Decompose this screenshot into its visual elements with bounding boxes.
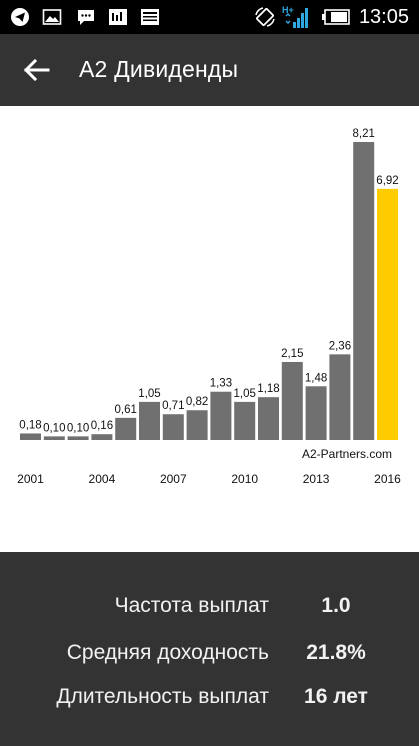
signal-icon: H+ [282, 5, 308, 28]
svg-text:H+: H+ [282, 5, 294, 15]
value-label-2010: 1,05 [234, 388, 256, 400]
stat-label: Длительность выплат [56, 685, 269, 708]
value-label-2011: 1,18 [257, 383, 279, 395]
value-label-2015: 8,21 [353, 128, 375, 140]
value-label-2008: 0,82 [186, 396, 208, 408]
value-label-2001: 0,18 [19, 419, 41, 431]
value-label-2009: 1,33 [210, 378, 232, 390]
chat-icon [78, 10, 94, 25]
value-label-2004: 0,16 [91, 420, 113, 432]
x-tick-2016: 2016 [374, 472, 401, 486]
bar-2003 [67, 436, 89, 440]
stats-panel: Частота выплат 1.0 Средняя доходность 21… [0, 552, 419, 746]
bar-2014 [329, 354, 351, 440]
value-label-2016: 6,92 [376, 175, 398, 187]
stat-value: 16 лет [304, 685, 368, 708]
invest-app-icon [109, 9, 127, 25]
x-tick-2013: 2013 [303, 472, 330, 486]
bar-2006 [139, 401, 160, 440]
arrow-left-icon [23, 58, 50, 82]
stat-value: 21.8% [306, 641, 366, 664]
bar-2008 [186, 410, 208, 440]
stat-row-duration: Длительность выплат 16 лет [0, 685, 419, 719]
value-label-2013: 1,48 [305, 372, 327, 384]
value-label-2005: 0,61 [115, 404, 137, 416]
stat-label: Средняя доходность [66, 641, 269, 664]
bar-2004 [91, 434, 113, 440]
watermark-label: A2-Partners.com [302, 447, 392, 461]
value-label-2012: 2,15 [281, 348, 303, 360]
bar-2016 [377, 188, 398, 440]
back-button[interactable] [14, 48, 58, 92]
value-label-2007: 0,71 [162, 400, 184, 412]
value-label-2014: 2,36 [329, 340, 351, 352]
value-label-2002: 0,10 [43, 422, 65, 434]
app-bar: A2 Дивиденды [0, 34, 419, 106]
bar-2005 [115, 417, 137, 440]
gallery-icon [42, 9, 62, 25]
x-tick-2001: 2001 [17, 472, 44, 486]
bar-2001 [20, 433, 41, 440]
bar-2007 [162, 414, 184, 440]
bar-2013 [305, 386, 327, 440]
stat-row-average-yield: Средняя доходность 21.8% [0, 641, 419, 675]
bar-2011 [258, 397, 279, 440]
stat-value: 1.0 [321, 594, 351, 617]
stat-row-frequency: Частота выплат 1.0 [0, 594, 419, 628]
x-tick-2004: 2004 [89, 472, 116, 486]
dividend-chart-area: 0,18 0,10 0,10 0,16 0,61 1,05 0,71 0,82 1,33 1,05… [0, 106, 419, 552]
x-tick-2010: 2010 [231, 472, 258, 486]
status-bar: H+ 13:05 [0, 0, 419, 34]
telegram-icon [11, 8, 29, 26]
bar-2015 [353, 142, 375, 440]
stat-label: Частота выплат [114, 594, 269, 617]
bar-2010 [234, 401, 256, 440]
bar-2002 [43, 436, 65, 440]
bar-2009 [210, 391, 232, 440]
dividend-bar-chart: 0,18 0,10 0,10 0,160,611,050,71 0,821,331,05… [17, 128, 401, 486]
value-label-2006: 1,05 [138, 388, 160, 400]
news-app-icon [141, 9, 159, 25]
page-title: A2 Дивиденды [79, 56, 239, 82]
clock: 13:05 [358, 6, 409, 28]
battery-icon [322, 9, 350, 25]
value-label-2003: 0,10 [67, 422, 89, 434]
rotate-icon [255, 7, 275, 27]
bar-2012 [281, 361, 303, 440]
x-tick-2007: 2007 [160, 472, 187, 486]
